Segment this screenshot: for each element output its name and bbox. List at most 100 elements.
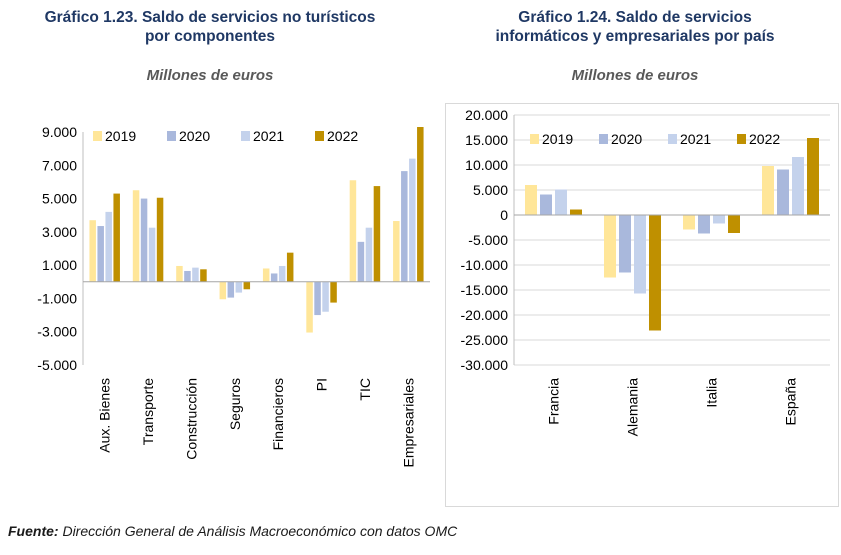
chart2-legend-label: 2022 <box>749 131 780 147</box>
chart2-legend-swatch-2021 <box>668 134 677 144</box>
chart2-bar-2022-1 <box>649 215 661 331</box>
chart2-group: -30.000 -25.000 -20.000 -15.000 -10.000 -5.00… <box>461 107 830 436</box>
chart1-y-tick-label: -3.000 <box>37 324 77 340</box>
chart2-legend-label: 2019 <box>542 131 573 147</box>
chart1-title-line2: por componentes <box>144 28 276 45</box>
chart2-bar-2021-0 <box>555 189 567 215</box>
chart2-bar-2022-2 <box>728 215 740 233</box>
chart2-legend-swatch-2020 <box>599 134 608 144</box>
source-text: Dirección General de Análisis Macroeconó… <box>62 523 458 539</box>
chart1-category-label: PI <box>314 378 330 391</box>
chart1-legend-label: 2021 <box>253 128 284 144</box>
chart1-bar-2022-5 <box>330 281 337 303</box>
chart2-y-tick-label: -15.000 <box>461 282 509 298</box>
chart2-bar-2022-3 <box>807 138 819 215</box>
chart1-legend-label: 2020 <box>179 128 210 144</box>
chart1-bar-2021-5 <box>322 281 329 312</box>
chart1-bar-2022-2 <box>200 269 207 282</box>
chart2-title-line2: informáticos y empresariales por país <box>495 28 775 45</box>
chart1-bar-2019-1 <box>132 190 140 282</box>
chart1-bar-2019-3 <box>219 281 227 300</box>
chart2-bar-2020-3 <box>777 169 789 215</box>
chart1-y-tick-label: 1.000 <box>42 257 77 273</box>
chart1-bar-2019-0 <box>89 220 96 282</box>
source-note: Fuente: Dirección General de Análisis Ma… <box>8 523 457 539</box>
chart1-category-label: TIC <box>357 378 373 401</box>
chart2-legend-swatch-2019 <box>530 134 539 144</box>
chart1-legend-swatch-2019 <box>93 131 102 141</box>
chart1-legend-label: 2022 <box>327 128 358 144</box>
chart1-legend-swatch-2021 <box>241 131 250 141</box>
chart2-y-tick-label: -25.000 <box>461 332 509 348</box>
chart2-bar-2021-2 <box>713 215 725 224</box>
chart1-title-line1: Gráfico 1.23. Saldo de servicios no turí… <box>44 9 376 26</box>
chart1-bar-2020-0 <box>97 226 104 282</box>
chart2-title: Gráfico 1.24. Saldo de servicios informá… <box>430 8 840 46</box>
chart2-y-tick-label: -10.000 <box>461 257 509 273</box>
chart1-y-tick-label: 7.000 <box>42 157 77 173</box>
chart2-bar-2020-2 <box>698 215 710 234</box>
chart1-bar-2020-5 <box>314 281 321 316</box>
chart1-y-tick-label: 5.000 <box>42 191 77 207</box>
chart1-legend-swatch-2020 <box>167 131 176 141</box>
chart1-bar-2022-6 <box>373 186 381 282</box>
chart2-bar-2021-3 <box>792 157 804 215</box>
chart1-bar-2019-2 <box>176 265 183 282</box>
chart1-bar-2021-1 <box>148 227 156 282</box>
chart2-y-tick-label: -30.000 <box>461 357 509 373</box>
chart2-category-label: España <box>783 378 799 426</box>
chart1-category-label: Construcción <box>183 378 199 460</box>
chart2-y-tick-label: 5.000 <box>473 182 508 198</box>
chart1-bar-2021-0 <box>105 211 112 282</box>
chart1-bar-2021-4 <box>278 265 286 282</box>
chart1-bar-2019-4 <box>262 268 270 282</box>
chart2-subtitle: Millones de euros <box>571 67 699 84</box>
chart2-bar-2020-0 <box>540 194 552 215</box>
chart2-y-tick-label: -20.000 <box>461 307 509 323</box>
chart1-bar-2021-3 <box>235 281 243 293</box>
chart1-bar-2020-3 <box>227 281 235 298</box>
chart1-bar-2020-6 <box>357 241 365 282</box>
chart1-bar-2019-5 <box>306 281 313 333</box>
chart1-bar-2020-4 <box>270 273 278 282</box>
chart2-y-tick-label: 15.000 <box>465 132 508 148</box>
chart1-bar-2020-2 <box>184 270 191 282</box>
chart1-category-label: Transporte <box>140 378 156 445</box>
chart1-legend-swatch-2022 <box>315 131 324 141</box>
chart1-y-tick-label: -1.000 <box>37 290 77 306</box>
chart2-bar-2019-2 <box>683 215 695 230</box>
chart2-legend-label: 2021 <box>680 131 711 147</box>
chart2-title-line1: Gráfico 1.24. Saldo de servicios <box>518 9 752 26</box>
chart2-bar-2019-1 <box>604 215 616 278</box>
chart2-legend-label: 2020 <box>611 131 642 147</box>
chart1-bar-2019-6 <box>349 180 357 282</box>
chart1-bar-2021-2 <box>192 267 199 282</box>
chart1-bar-2022-1 <box>156 197 164 282</box>
source-label: Fuente: <box>8 523 59 539</box>
chart1-bar-2019-7 <box>393 221 400 282</box>
chart1-category-label: Aux. Bienes <box>97 378 113 453</box>
chart1-subtitle: Millones de euros <box>146 67 274 84</box>
chart1-bar-2022-4 <box>286 252 294 282</box>
chart1-bar-2021-7 <box>409 158 416 282</box>
chart1-legend-label: 2019 <box>105 128 136 144</box>
chart1-y-tick-label: 3.000 <box>42 224 77 240</box>
chart2-category-label: Francia <box>546 378 562 425</box>
chart2-y-tick-label: 10.000 <box>465 157 508 173</box>
chart2-y-tick-label: -5.000 <box>468 232 508 248</box>
chart1-category-label: Empresariales <box>400 378 416 467</box>
chart2-bar-2020-1 <box>619 215 631 273</box>
chart1-y-tick-label: -5.000 <box>37 357 77 373</box>
chart2-bar-2019-3 <box>762 166 774 215</box>
chart1-y-tick-label: 9.000 <box>42 124 77 140</box>
chart2-y-tick-label: 0 <box>500 207 508 223</box>
chart1-bar-2022-0 <box>113 193 120 282</box>
chart1-bar-2022-7 <box>417 127 424 282</box>
chart1-category-label: Seguros <box>227 378 243 430</box>
chart2-bar-2022-0 <box>570 209 582 215</box>
chart2-y-tick-label: 20.000 <box>465 107 508 123</box>
chart1-bar-2020-1 <box>140 198 148 282</box>
chart1-bar-2020-7 <box>401 171 408 282</box>
chart1-bar-2022-3 <box>243 281 251 290</box>
